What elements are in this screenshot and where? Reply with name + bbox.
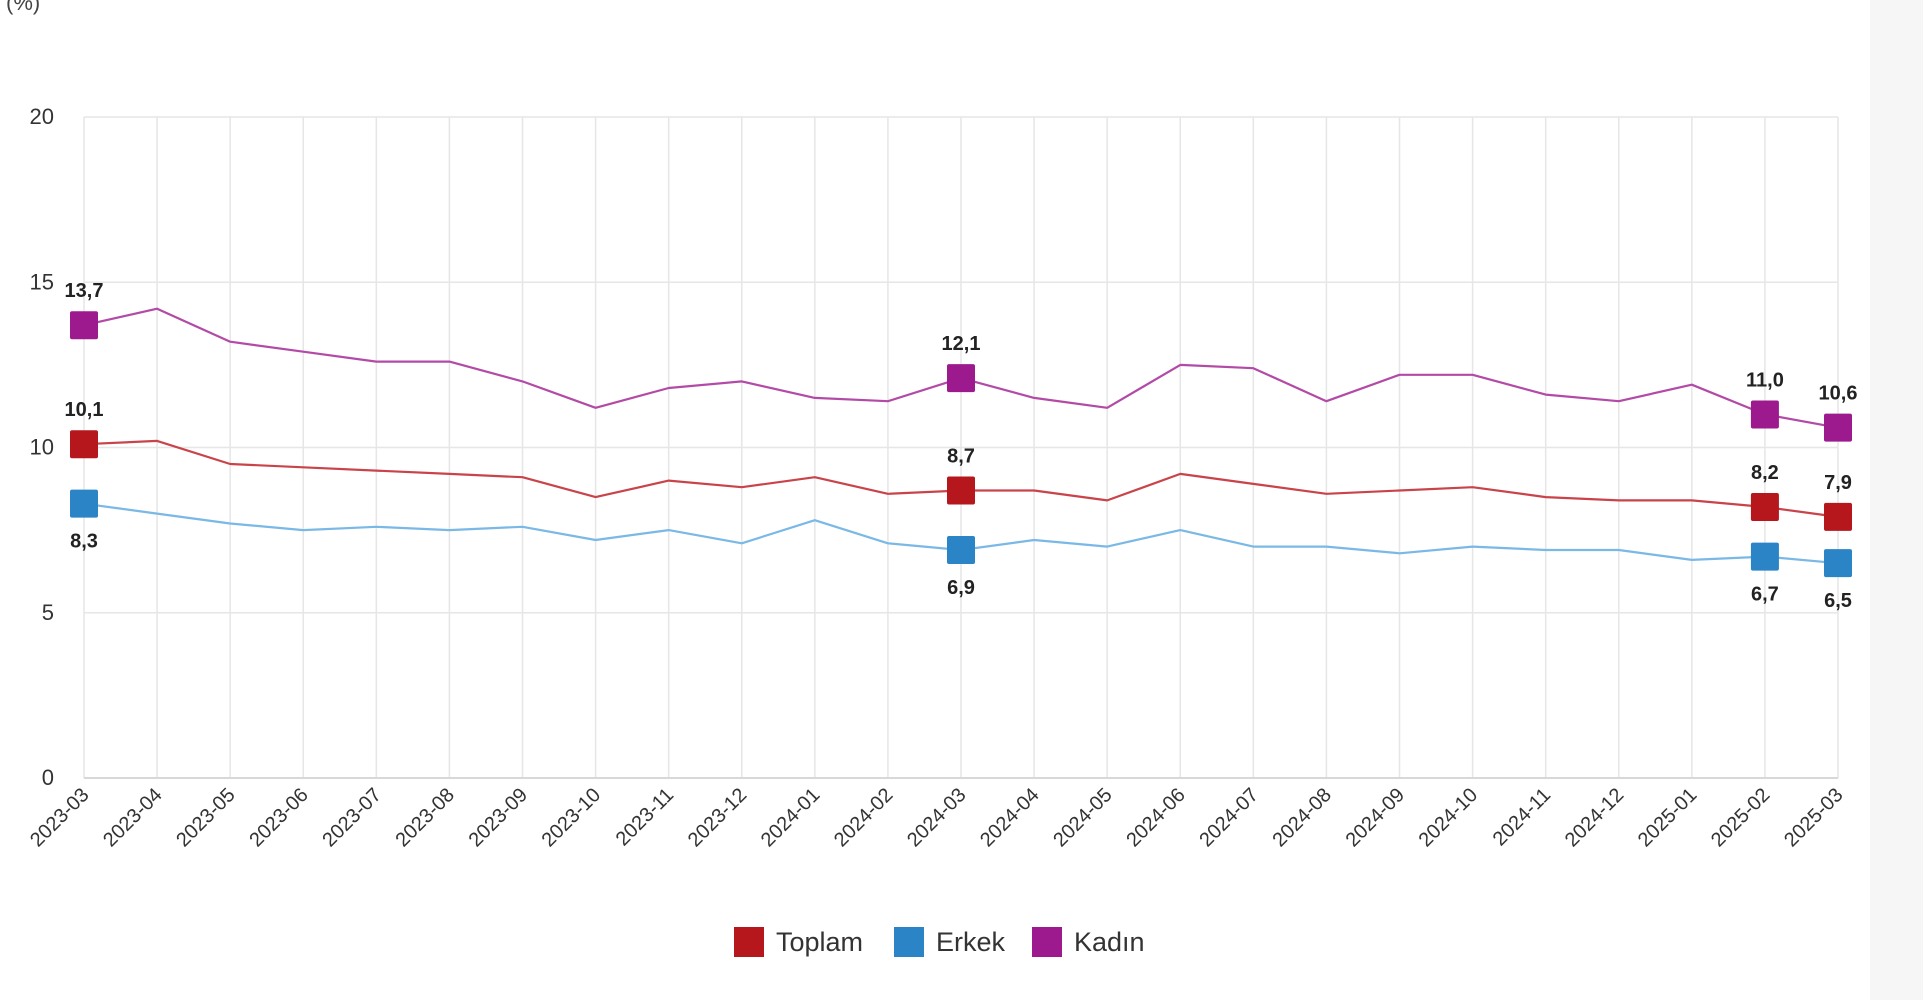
data-labels: 10,1 8,7 8,2 7,9 8,3 6,9 6,7 6,5 13,7 12,1 11,0 10,… [65,280,1858,612]
unit-label: (%) [6,0,40,15]
data-point-marker [1750,492,1779,521]
data-point-marker [947,476,975,505]
x-tick-label: 2025-03 [1780,784,1847,851]
data-point-marker [1750,542,1779,571]
y-tick-label: 5 [42,600,54,625]
x-tick-label: 2024-05 [1049,784,1116,851]
data-point-marker [947,535,975,564]
x-tick-label: 2024-06 [1122,784,1189,851]
x-tick-label: 2024-04 [976,784,1043,851]
data-label: 10,1 [65,399,104,421]
x-tick-label: 2023-06 [245,784,312,851]
grid [83,116,1839,779]
x-tick-label: 2024-11 [1489,784,1555,850]
data-label: 13,7 [65,280,104,302]
x-tick-label: 2024-02 [830,784,897,851]
x-tick-label: 2023-10 [538,784,605,851]
y-axis-ticks: 0 5 10 15 20 [30,104,54,790]
x-tick-label: 2023-08 [391,784,458,851]
data-label: 10,6 [1819,383,1858,405]
x-tick-label: 2024-03 [903,784,970,851]
y-tick-label: 0 [42,765,54,790]
x-tick-label: 2023-05 [172,784,239,851]
data-label: 12,1 [942,333,981,355]
data-point-marker [1824,413,1852,442]
x-tick-label: 2023-11 [612,784,678,850]
legend-swatch [1032,927,1062,957]
x-tick-label: 2023-07 [318,784,385,851]
series-markers [70,311,1852,578]
x-tick-label: 2024-01 [757,784,824,851]
y-tick-label: 15 [30,269,54,294]
data-label: 11,0 [1746,369,1784,391]
legend-label: Erkek [936,927,1006,957]
data-point-marker [70,311,98,340]
x-tick-label: 2024-12 [1561,784,1628,851]
legend-label: Kadın [1074,927,1145,957]
right-edge-panel [1870,0,1923,1000]
legend-swatch [734,927,764,957]
x-tick-label: 2023-04 [99,784,166,851]
data-label: 6,9 [947,577,975,599]
data-label: 7,9 [1824,472,1852,494]
x-tick-label: 2024-09 [1342,784,1409,851]
data-label: 6,7 [1751,584,1779,606]
x-tick-label: 2023-03 [26,784,93,851]
data-label: 8,2 [1751,462,1779,484]
data-point-marker [947,364,975,393]
x-axis-ticks: 2023-03 2023-04 2023-05 2023-06 2023-07 2023-… [26,784,1847,851]
x-tick-label: 2024-10 [1415,784,1482,851]
data-point-marker [1750,400,1779,429]
legend-label: Toplam [776,927,863,957]
x-tick-label: 2025-02 [1707,784,1774,851]
legend: Toplam Erkek Kadın [734,927,1145,957]
y-tick-label: 20 [30,104,54,129]
data-point-marker [70,489,98,518]
data-label: 8,3 [70,531,98,553]
legend-swatch [894,927,924,957]
x-tick-label: 2024-08 [1268,784,1335,851]
x-tick-label: 2025-01 [1634,784,1701,851]
x-tick-label: 2023-12 [684,784,751,851]
y-tick-label: 10 [30,435,54,460]
x-tick-label: 2024-07 [1195,784,1262,851]
data-point-marker [1824,502,1852,531]
data-label: 8,7 [947,445,975,467]
x-tick-label: 2023-09 [465,784,532,851]
data-point-marker [1824,549,1852,578]
data-label: 6,5 [1824,590,1852,612]
data-point-marker [70,430,98,459]
